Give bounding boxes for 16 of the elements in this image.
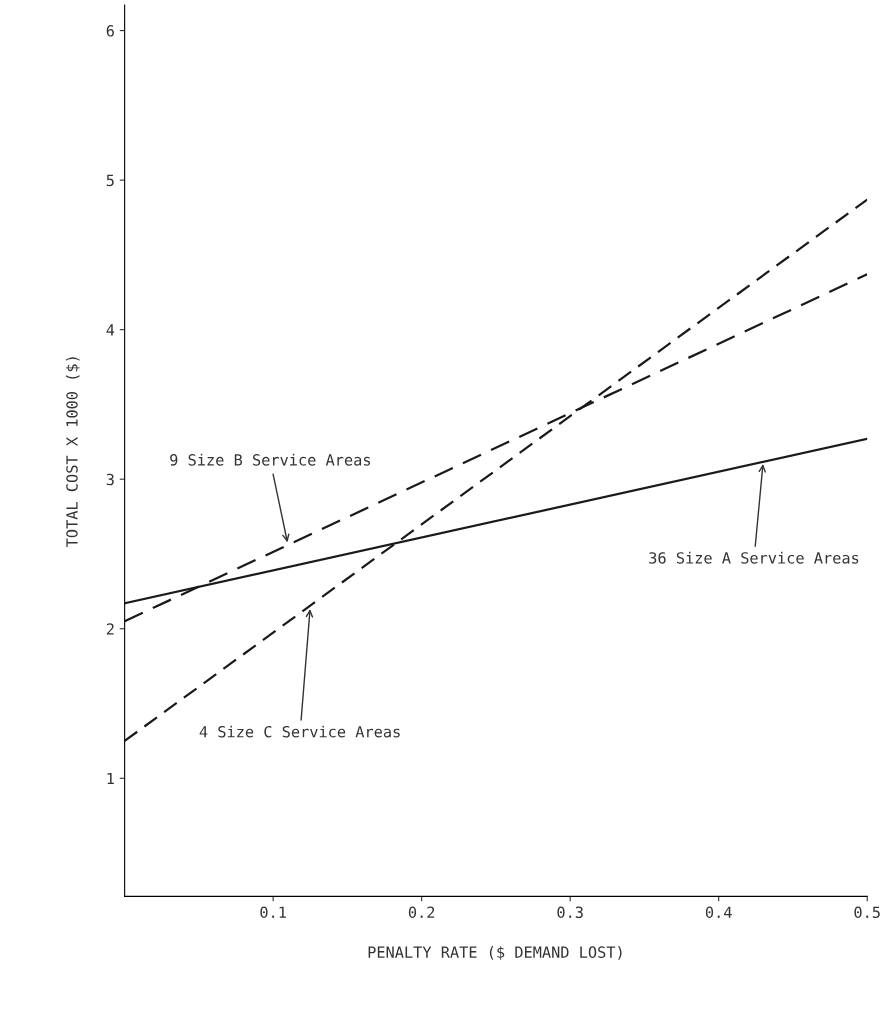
y-tick-label: 4 <box>106 324 115 336</box>
annotation: 4 Size C Service Areas <box>199 725 400 738</box>
y-tick-label: 3 <box>106 473 114 486</box>
x-axis-title: PENALTY RATE ($ DEMAND LOST) <box>368 946 622 960</box>
y-axis-title: TOTAL COST X 1000 ($) <box>65 357 80 547</box>
x-tick-label: 0.1 <box>260 906 286 919</box>
y-tick-label: 5 <box>106 174 114 187</box>
annotation: 9 Size B Service Areas <box>170 453 371 466</box>
y-tick-label: 1 <box>107 772 114 785</box>
x-tick-label: 0.4 <box>705 906 732 919</box>
y-tick-label: 2 <box>106 623 114 635</box>
x-tick-label: 0.5 <box>854 906 880 919</box>
y-tick-label: 6 <box>106 25 114 37</box>
x-tick-label: 0.3 <box>557 906 583 919</box>
annotation: 36 Size A Service Areas <box>649 551 859 564</box>
x-tick-label: 0.2 <box>408 906 435 919</box>
